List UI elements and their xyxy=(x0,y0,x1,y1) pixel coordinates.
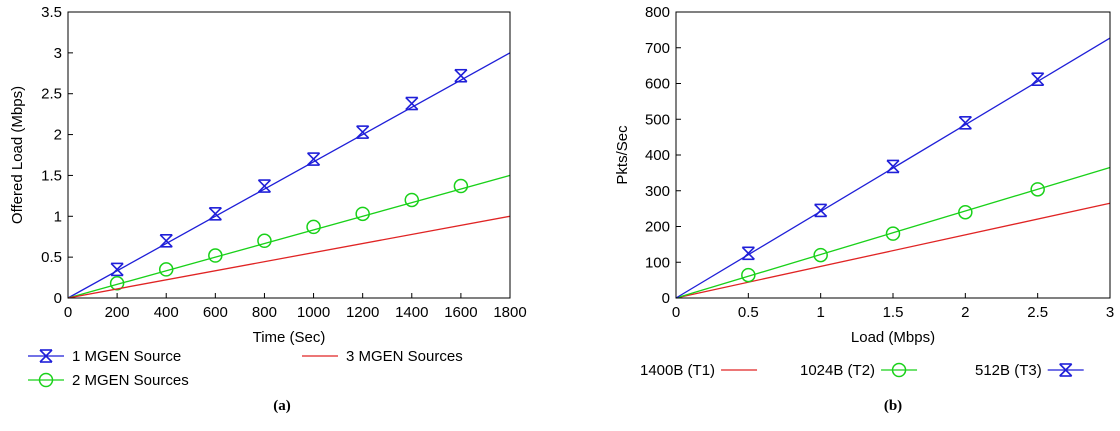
chart-a-xtick-label: 1000 xyxy=(297,304,330,321)
chart-b-ytick-label: 800 xyxy=(645,4,670,21)
chart-b-legend-label: 1024B (T2) xyxy=(800,362,875,379)
chart-a: 0 200 400 600 800 1000 1200 1400 1600 1800 0 0.5 1 1.… xyxy=(9,4,527,389)
chart-b-ytick-label: 400 xyxy=(645,147,670,164)
chart-b-series-line-2 xyxy=(675,166,1111,299)
chart-a-series-line-3 xyxy=(67,215,511,299)
chart-b-xtick-label: 0 xyxy=(672,304,680,321)
chart-a-plot-frame xyxy=(67,11,511,299)
chart-a-series-1-point xyxy=(356,125,370,139)
chart-a-series-line-1 xyxy=(67,52,511,299)
chart-b-ytick-label: 700 xyxy=(645,40,670,57)
chart-b-ytick-label: 600 xyxy=(645,76,670,93)
chart-a-ytick-label: 2 xyxy=(54,127,62,144)
chart-a-series-2-point xyxy=(109,276,125,291)
chart-a-xtick-label: 800 xyxy=(252,304,277,321)
chart-b-xtick-label: 2.5 xyxy=(1027,304,1048,321)
chart-b-xtick-label: 1.5 xyxy=(883,304,904,321)
chart-b-ytick-label: 500 xyxy=(645,111,670,128)
chart-a-series-2-point xyxy=(404,192,420,208)
chart-b-series-2-point xyxy=(885,226,901,241)
chart-b: 0 0.5 1 1.5 2 2.5 3 0 100 200 300 400 500 600 700 800 L… xyxy=(614,4,1114,379)
chart-a-ytick-label: 2.5 xyxy=(41,86,62,103)
chart-b-plot-frame xyxy=(675,11,1111,299)
chart-b-legend-marker xyxy=(891,362,907,378)
chart-b-legend: 1400B (T1) 1024B (T2) 512B (T3) xyxy=(640,362,1084,379)
chart-b-legend-marker xyxy=(1059,363,1073,377)
chart-a-legend: 1 MGEN Source 2 MGEN Sources 3 MGEN Source… xyxy=(28,348,463,389)
chart-a-series-1-point xyxy=(306,152,321,166)
chart-b-xtick-label: 3 xyxy=(1106,304,1114,321)
chart-b-series-3-point xyxy=(886,159,900,174)
chart-a-ytick-label: 0.5 xyxy=(41,249,62,266)
chart-a-series-1-point xyxy=(454,68,468,83)
chart-a-series-2-point xyxy=(257,233,272,249)
chart-b-legend-entry: 1400B (T1) xyxy=(640,362,758,379)
chart-a-ytick-label: 3 xyxy=(54,45,62,62)
chart-b-xtick-label: 0.5 xyxy=(738,304,759,321)
chart-a-ytick-label: 1.5 xyxy=(41,167,62,184)
chart-b-xtick-label: 1 xyxy=(816,304,824,321)
chart-b-ytick-label: 200 xyxy=(645,219,670,236)
chart-a-series-1-point xyxy=(110,262,124,277)
chart-a-xtick-label: 200 xyxy=(105,304,130,321)
chart-a-legend-marker xyxy=(39,349,53,363)
chart-b-series-3-point xyxy=(958,116,972,130)
chart-a-ytick-label: 3.5 xyxy=(41,4,62,21)
chart-a-series-2-point xyxy=(355,206,370,222)
chart-b-series-3-point xyxy=(814,203,828,218)
chart-b-xlabel: Load (Mbps) xyxy=(851,329,935,346)
chart-a-legend-label: 3 MGEN Sources xyxy=(346,348,463,365)
chart-a-xtick-label: 1600 xyxy=(444,304,477,321)
chart-a-xtick-label: 1800 xyxy=(493,304,526,321)
chart-a-series-2-point xyxy=(453,178,469,194)
chart-b-series-2-point xyxy=(741,267,756,283)
chart-a-xtick-label: 1200 xyxy=(346,304,379,321)
chart-b-series-line-3 xyxy=(675,37,1111,299)
chart-a-xtick-label: 0 xyxy=(64,304,72,321)
chart-a-series-1-point xyxy=(208,207,222,221)
chart-a-legend-entry: 3 MGEN Sources xyxy=(302,348,463,365)
chart-a-legend-label: 2 MGEN Sources xyxy=(72,372,189,389)
caption-b: (b) xyxy=(884,398,902,414)
chart-b-ylabel: Pkts/Sec xyxy=(614,125,631,185)
chart-b-legend-entry: 1024B (T2) xyxy=(800,362,918,379)
chart-b-legend-label: 512B (T3) xyxy=(975,362,1042,379)
chart-a-legend-entry: 1 MGEN Source xyxy=(28,348,181,365)
chart-a-series-1-point xyxy=(257,179,272,193)
chart-b-series-line-1 xyxy=(675,202,1111,299)
chart-a-series-2-point xyxy=(158,262,174,277)
chart-a-ytick-label: 1 xyxy=(54,208,62,225)
chart-b-ytick-label: 100 xyxy=(645,254,670,271)
chart-a-ylabel: Offered Load (Mbps) xyxy=(9,86,26,224)
chart-a-legend-entry: 2 MGEN Sources xyxy=(28,372,189,389)
chart-a-series-1-point xyxy=(405,96,419,111)
chart-b-ytick-label: 300 xyxy=(645,183,670,200)
chart-b-xtick-label: 2 xyxy=(961,304,969,321)
chart-a-series-line-2 xyxy=(67,174,511,299)
chart-b-ytick-label: 0 xyxy=(662,290,670,307)
chart-a-series-2-point xyxy=(306,219,321,235)
chart-b-legend-entry: 512B (T3) xyxy=(975,362,1084,379)
chart-b-series-2-point xyxy=(813,247,828,263)
chart-b-legend-label: 1400B (T1) xyxy=(640,362,715,379)
chart-b-series-2-point xyxy=(1030,182,1045,197)
chart-b-series-2-point xyxy=(958,204,973,220)
chart-a-ytick-label: 0 xyxy=(54,290,62,307)
chart-a-xtick-label: 400 xyxy=(154,304,179,321)
chart-a-xtick-label: 1400 xyxy=(395,304,428,321)
chart-b-series-3-point xyxy=(741,246,755,261)
chart-a-series-2-point xyxy=(208,248,223,263)
chart-a-series-1-point xyxy=(159,234,173,248)
chart-a-legend-label: 1 MGEN Source xyxy=(72,348,181,365)
chart-a-xtick-label: 600 xyxy=(203,304,228,321)
chart-a-legend-marker xyxy=(38,372,54,388)
caption-a: (a) xyxy=(273,398,291,414)
chart-a-xlabel: Time (Sec) xyxy=(253,329,326,346)
chart-b-series-3-point xyxy=(1031,72,1045,87)
